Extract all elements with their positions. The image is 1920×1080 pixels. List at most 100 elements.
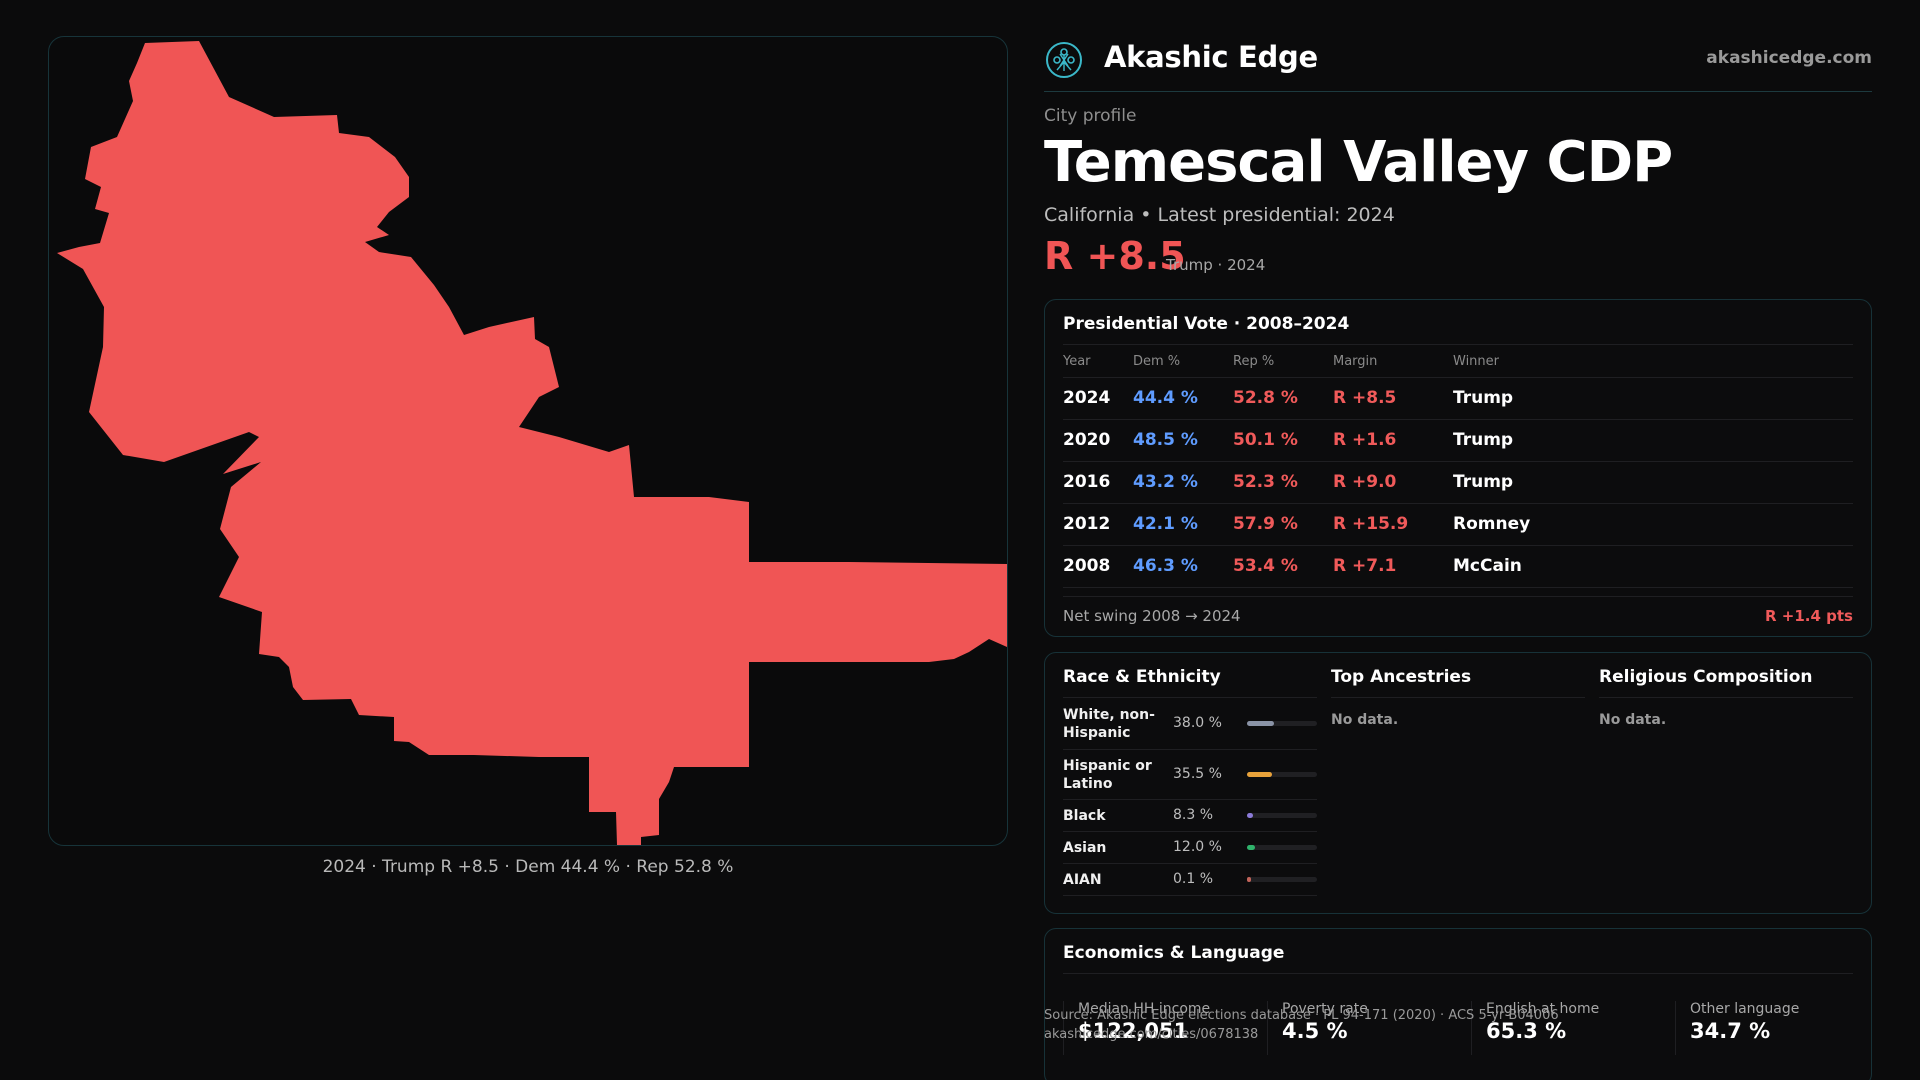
race-bar — [1247, 877, 1317, 882]
race-bar-fill — [1247, 772, 1272, 777]
race-bar-fill — [1247, 877, 1252, 882]
race-label: Hispanic or Latino — [1063, 758, 1152, 792]
source-citation: Source: Akashic Edge elections database … — [1044, 1008, 1559, 1023]
race-row: Hispanic or Latino 35.5 % — [1063, 750, 1317, 800]
cell-winner: Romney — [1453, 503, 1853, 546]
table-row[interactable]: 2008 46.3 % 53.4 % R +7.1 McCain — [1063, 545, 1853, 588]
religion-section: Religious Composition No data. — [1599, 667, 1853, 728]
ancestries-title: Top Ancestries — [1331, 667, 1585, 698]
page-subtitle: California • Latest presidential: 2024 — [1044, 203, 1395, 226]
race-bar — [1247, 845, 1317, 850]
race-bar-fill — [1247, 813, 1253, 818]
cell-dem: 46.3 % — [1133, 545, 1233, 588]
race-bar-fill — [1247, 721, 1274, 726]
cell-year: 2020 — [1063, 419, 1133, 462]
col-winner: Winner — [1453, 347, 1853, 378]
cell-rep: 52.3 % — [1233, 461, 1333, 504]
vote-table: Year Dem % Rep % Margin Winner 2024 44.4… — [1063, 347, 1853, 588]
econ-value: 65.3 % — [1486, 1019, 1567, 1043]
vote-card-title: Presidential Vote · 2008–2024 — [1063, 314, 1853, 345]
religion-empty: No data. — [1599, 712, 1667, 728]
margin-note: Trump · 2024 — [1166, 255, 1266, 274]
col-dem: Dem % — [1133, 347, 1233, 378]
presidential-vote-card: Presidential Vote · 2008–2024 Year Dem %… — [1044, 299, 1872, 637]
cell-rep: 52.8 % — [1233, 377, 1333, 420]
econ-other-language: Other language 34.7 % — [1675, 1001, 1855, 1055]
race-bar — [1247, 813, 1317, 818]
cell-winner: McCain — [1453, 545, 1853, 588]
econ-value: 34.7 % — [1690, 1019, 1771, 1043]
econ-median-income: Median HH income $122,051 — [1063, 1001, 1263, 1055]
col-margin: Margin — [1333, 347, 1453, 378]
col-year: Year — [1063, 347, 1133, 378]
econ-poverty-rate: Poverty rate 4.5 % — [1267, 1001, 1467, 1055]
cell-year: 2012 — [1063, 503, 1133, 546]
race-label: White, non-Hispanic — [1063, 707, 1155, 741]
map-caption: 2024 · Trump R +8.5 · Dem 44.4 % · Rep 5… — [322, 857, 734, 877]
col-rep: Rep % — [1233, 347, 1333, 378]
cell-winner: Trump — [1453, 419, 1853, 462]
tree-of-life-icon[interactable] — [1044, 40, 1084, 80]
vote-table-header: Year Dem % Rep % Margin Winner — [1063, 347, 1853, 378]
cell-dem: 43.2 % — [1133, 461, 1233, 504]
cell-winner: Trump — [1453, 461, 1853, 504]
race-bar-fill — [1247, 845, 1256, 850]
cell-year: 2008 — [1063, 545, 1133, 588]
race-row: White, non-Hispanic 38.0 % — [1063, 698, 1317, 750]
cell-margin: R +15.9 — [1333, 503, 1453, 546]
cell-dem: 44.4 % — [1133, 377, 1233, 420]
profile-panel: Akashic Edge akashicedge.com City profil… — [1044, 36, 1872, 1080]
econ-grid: Median HH income $122,051 Poverty rate 4… — [1063, 983, 1855, 1080]
cell-year: 2024 — [1063, 377, 1133, 420]
race-pct: 0.1 % — [1173, 871, 1214, 887]
race-label: Black — [1063, 808, 1106, 824]
cell-rep: 50.1 % — [1233, 419, 1333, 462]
map-panel[interactable] — [48, 36, 1008, 846]
margin-value: R +8.5 — [1044, 233, 1186, 278]
race-row: AIAN 0.1 % — [1063, 864, 1317, 896]
ancestries-empty: No data. — [1331, 712, 1399, 728]
cell-rep: 57.9 % — [1233, 503, 1333, 546]
race-pct: 38.0 % — [1173, 715, 1222, 731]
source-url-link[interactable]: akashicedge.com/cities/0678138 — [1044, 1027, 1259, 1042]
race-row: Black 8.3 % — [1063, 800, 1317, 832]
econ-label: Poverty rate — [1282, 1001, 1368, 1017]
race-pct: 8.3 % — [1173, 807, 1214, 823]
net-swing-value: R +1.4 pts — [1765, 606, 1853, 625]
race-bar — [1247, 721, 1317, 726]
cell-year: 2016 — [1063, 461, 1133, 504]
latest-margin: R +8.5 Trump · 2024 — [1044, 234, 1872, 278]
cell-dem: 42.1 % — [1133, 503, 1233, 546]
cell-margin: R +9.0 — [1333, 461, 1453, 504]
econ-english-home: English at home 65.3 % — [1471, 1001, 1671, 1055]
net-swing-row: Net swing 2008 → 2024 R +1.4 pts — [1063, 595, 1853, 634]
ancestries-section: Top Ancestries No data. — [1331, 667, 1585, 728]
race-label: Asian — [1063, 840, 1107, 856]
page-title: Temescal Valley CDP — [1044, 130, 1673, 195]
race-pct: 12.0 % — [1173, 839, 1222, 855]
econ-value: $122,051 — [1078, 1019, 1189, 1043]
econ-title: Economics & Language — [1063, 943, 1853, 974]
brand-name[interactable]: Akashic Edge — [1104, 40, 1318, 74]
race-label: AIAN — [1063, 872, 1102, 888]
cell-margin: R +1.6 — [1333, 419, 1453, 462]
economics-card: Economics & Language Median HH income $1… — [1044, 928, 1872, 1080]
race-pct: 35.5 % — [1173, 766, 1222, 782]
table-row[interactable]: 2024 44.4 % 52.8 % R +8.5 Trump — [1063, 377, 1853, 420]
table-row[interactable]: 2020 48.5 % 50.1 % R +1.6 Trump — [1063, 419, 1853, 462]
brand-url-link[interactable]: akashicedge.com — [1706, 48, 1872, 68]
cell-margin: R +8.5 — [1333, 377, 1453, 420]
table-row[interactable]: 2012 42.1 % 57.9 % R +15.9 Romney — [1063, 503, 1853, 546]
cell-rep: 53.4 % — [1233, 545, 1333, 588]
econ-value: 4.5 % — [1282, 1019, 1348, 1043]
source-footer: Source: Akashic Edge elections database … — [1044, 1006, 1559, 1044]
cell-winner: Trump — [1453, 377, 1853, 420]
brand-header: Akashic Edge akashicedge.com — [1044, 36, 1872, 92]
district-shape[interactable] — [57, 41, 1008, 845]
demographics-card: Race & Ethnicity White, non-Hispanic 38.… — [1044, 652, 1872, 914]
econ-label: Median HH income — [1078, 1001, 1211, 1017]
net-swing-label: Net swing 2008 → 2024 — [1063, 606, 1241, 625]
district-map[interactable] — [49, 37, 1008, 846]
page-kicker: City profile — [1044, 106, 1137, 126]
table-row[interactable]: 2016 43.2 % 52.3 % R +9.0 Trump — [1063, 461, 1853, 504]
